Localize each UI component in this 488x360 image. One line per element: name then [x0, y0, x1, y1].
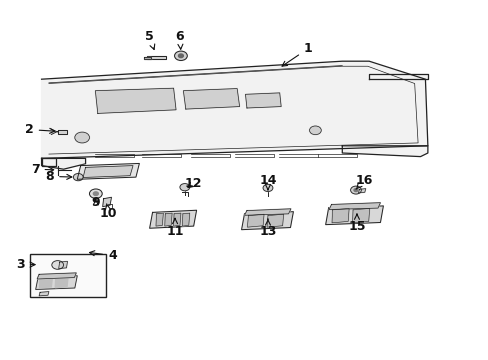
Circle shape [309, 126, 321, 135]
Polygon shape [58, 130, 66, 134]
Polygon shape [37, 273, 76, 279]
Polygon shape [241, 212, 293, 230]
Polygon shape [144, 57, 150, 59]
Bar [30, 254, 106, 297]
Text: 7: 7 [31, 163, 54, 176]
Polygon shape [358, 189, 365, 193]
Text: 10: 10 [100, 204, 117, 220]
Polygon shape [41, 158, 56, 166]
Circle shape [73, 174, 83, 181]
Polygon shape [325, 206, 383, 225]
Polygon shape [173, 213, 181, 226]
Polygon shape [77, 163, 139, 179]
Circle shape [93, 192, 98, 195]
Polygon shape [331, 208, 348, 223]
Polygon shape [95, 88, 176, 113]
Text: 14: 14 [259, 174, 276, 190]
Polygon shape [36, 276, 77, 289]
Circle shape [52, 261, 63, 269]
Circle shape [174, 51, 187, 60]
Circle shape [75, 132, 89, 143]
Text: 5: 5 [144, 30, 154, 50]
Polygon shape [83, 166, 133, 177]
Circle shape [178, 54, 183, 58]
Polygon shape [244, 209, 290, 215]
Polygon shape [59, 261, 67, 269]
Polygon shape [39, 292, 49, 296]
Polygon shape [41, 158, 85, 169]
Polygon shape [55, 278, 68, 288]
Polygon shape [183, 89, 239, 109]
Circle shape [263, 184, 272, 192]
Polygon shape [164, 213, 172, 226]
Text: 15: 15 [347, 214, 365, 233]
Polygon shape [41, 61, 427, 158]
Polygon shape [156, 213, 163, 226]
Circle shape [350, 186, 361, 194]
Text: 3: 3 [16, 258, 35, 271]
Text: 1: 1 [282, 42, 312, 66]
Polygon shape [102, 197, 111, 207]
Polygon shape [368, 74, 427, 79]
Text: 12: 12 [184, 177, 202, 190]
Text: 13: 13 [259, 219, 276, 238]
Text: 11: 11 [166, 219, 183, 238]
Polygon shape [266, 214, 283, 227]
Circle shape [353, 189, 357, 192]
Text: 8: 8 [45, 170, 72, 183]
Polygon shape [149, 210, 196, 228]
Polygon shape [247, 214, 264, 227]
Text: 2: 2 [25, 123, 55, 136]
Text: 9: 9 [91, 196, 100, 209]
Circle shape [89, 189, 102, 198]
Polygon shape [352, 208, 369, 223]
Text: 6: 6 [175, 30, 184, 49]
Polygon shape [146, 56, 166, 59]
Polygon shape [182, 213, 189, 226]
Polygon shape [40, 278, 52, 288]
Polygon shape [342, 146, 427, 157]
Polygon shape [328, 203, 380, 210]
Circle shape [180, 184, 189, 191]
Text: 16: 16 [355, 174, 372, 189]
Polygon shape [245, 93, 281, 108]
Text: 4: 4 [89, 249, 117, 262]
